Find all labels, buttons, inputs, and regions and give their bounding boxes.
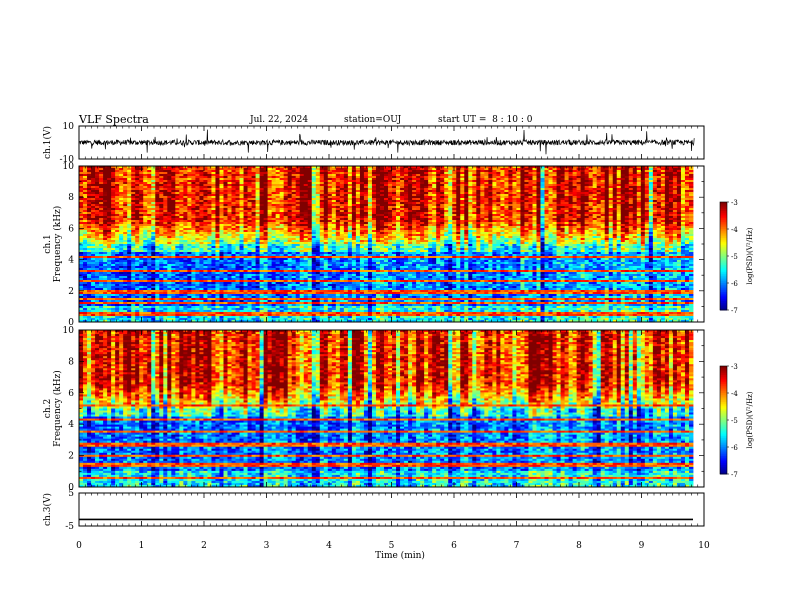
ch2-ytick-label: 10 [63,326,75,336]
x-tick-label: 4 [326,541,332,551]
ch3-ytick-label: 5 [68,489,74,499]
ch1-ytick-label: 10 [63,162,75,172]
ch1-colorbar-tick-label: -5 [731,253,738,261]
x-tick-label: 10 [698,541,710,551]
ch2-heatmap [79,330,693,487]
ch1-colorbar-tick-label: -3 [731,199,738,207]
ch1-ytick-label: 6 [68,224,74,234]
ch2-ytick-label: 6 [68,389,74,399]
ch2-ytick-label: 4 [68,420,74,430]
ch1-heatmap [79,166,693,322]
ch1-colorbar-tick-label: -6 [731,280,738,288]
ch1-ytick-label: 10 [63,122,75,132]
ch1-ylabel-channel: ch.1 [43,234,53,253]
ch2-ylabel-channel: ch.2 [43,399,53,418]
ch3-ylabel: ch.3(V) [42,493,53,526]
ch1-ytick-label: 8 [68,193,74,203]
x-tick-label: 5 [389,541,395,551]
x-tick-label: 8 [576,541,582,551]
ch1-ylabel: ch.1(V) [42,126,53,159]
ch1-ytick-label: 2 [68,287,74,297]
ch2-colorbar-tick-label: -5 [731,417,738,425]
ch1-colorbar-tick-label: -7 [731,307,738,315]
ch2-colorbar [720,366,727,475]
x-tick-label: 9 [639,541,645,551]
ch2-ytick-label: 2 [68,452,74,462]
x-tick-label: 0 [76,541,82,551]
x-tick-label: 7 [514,541,520,551]
ch1-colorbar [720,202,727,311]
ch2-ytick-label: 8 [68,357,74,367]
x-tick-label: 2 [201,541,207,551]
ch2-colorbar-tick-label: -6 [731,444,738,452]
x-axis-label: Time (min) [375,550,425,561]
ch2-colorbar-tick-label: -3 [731,363,738,371]
ch1-ylabel-frequency: Frequency (kHz) [52,206,63,283]
ch3-ytick-label: -5 [65,522,74,532]
ch1-colorbar-label: log(PSD)(V²/Hz) [746,227,754,284]
x-tick-label: 3 [264,541,270,551]
ch1-colorbar-tick-label: -4 [731,226,738,234]
ch1-ytick-label: 4 [68,256,74,266]
ch2-colorbar-tick-label: -7 [731,471,738,479]
ch2-colorbar-tick-label: -4 [731,390,738,398]
ch1-waveform-line [79,130,694,155]
ch2-ylabel-frequency: Frequency (kHz) [52,370,63,447]
ch2-colorbar-label: log(PSD)(V²/Hz) [746,391,754,448]
x-tick-label: 1 [139,541,145,551]
x-tick-label: 6 [451,541,457,551]
